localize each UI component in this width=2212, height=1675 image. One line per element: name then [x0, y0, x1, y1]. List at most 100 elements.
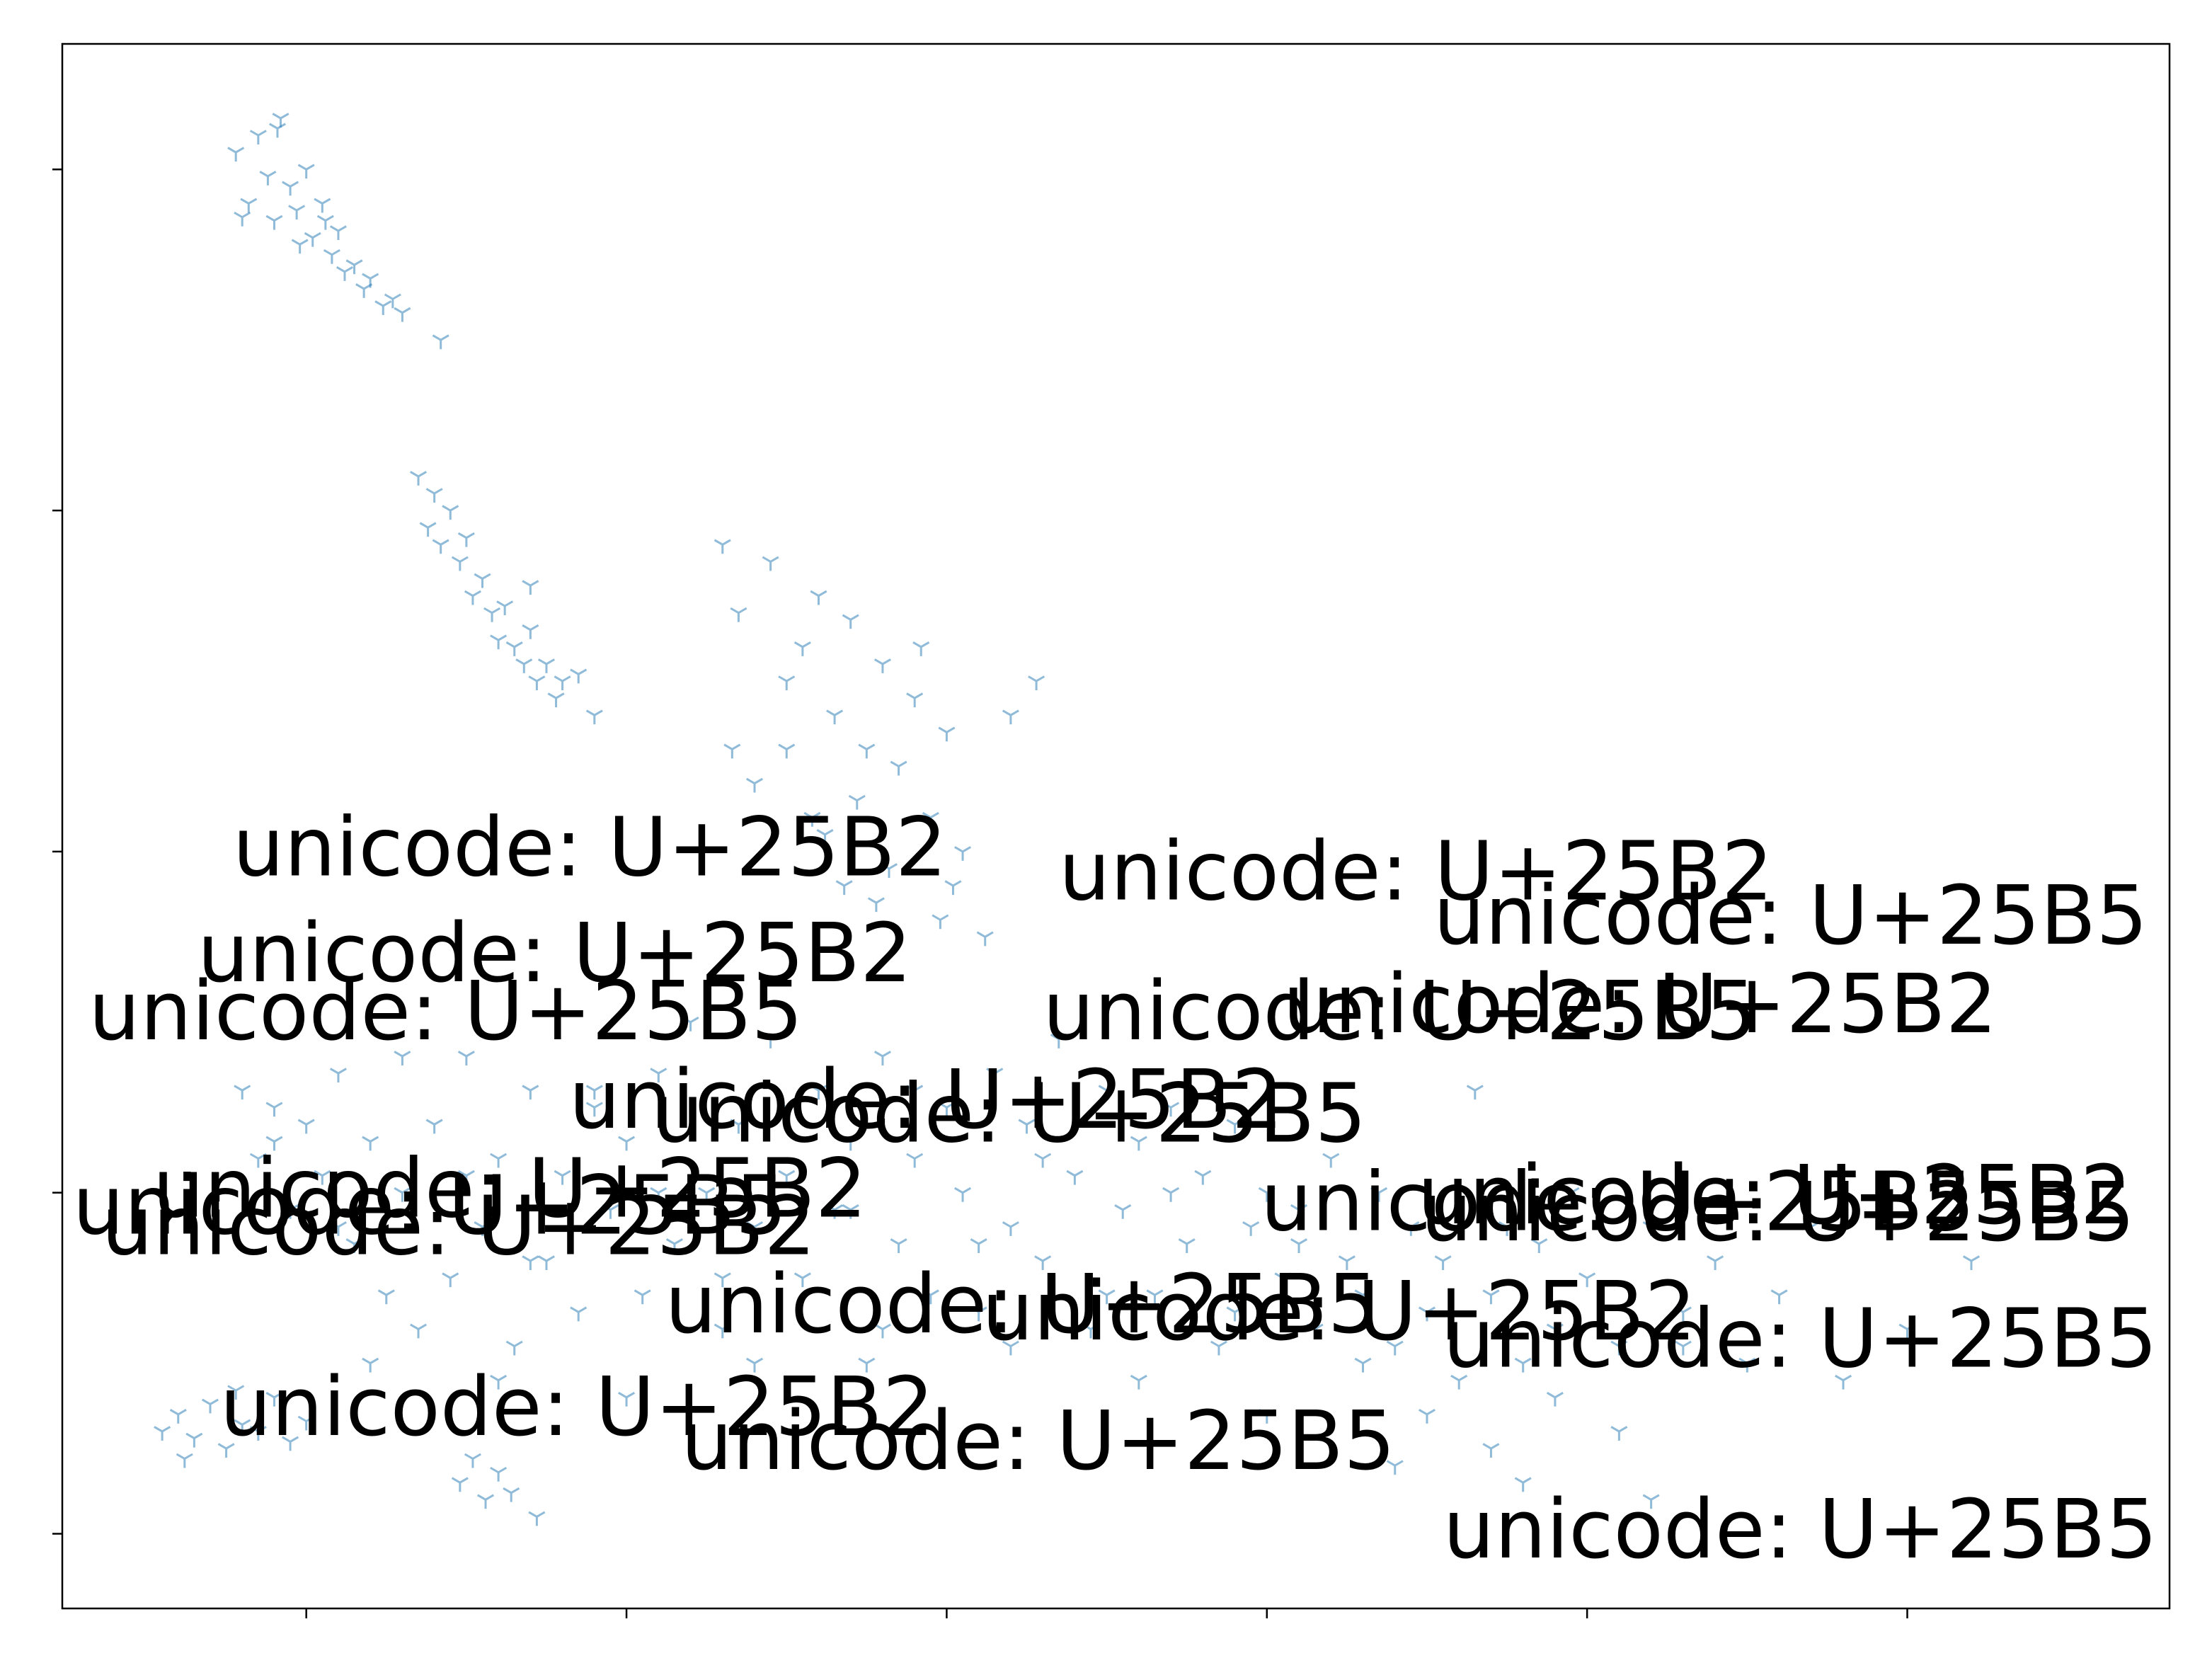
point: [793, 1272, 811, 1288]
point: [265, 1102, 283, 1117]
point: [816, 829, 834, 844]
point: [1114, 1204, 1132, 1219]
point: [835, 880, 853, 896]
point: [1258, 1187, 1276, 1202]
annotation: unicode: U+25B2: [1059, 824, 1773, 919]
point: [394, 1051, 411, 1065]
point: [976, 931, 994, 947]
annotation: unicode: U+25B5: [88, 964, 803, 1059]
point: [490, 1153, 508, 1168]
point: [1178, 1238, 1196, 1253]
point: [265, 1391, 283, 1407]
annotation: unicode: U+25B5: [665, 1257, 1379, 1352]
point: [698, 1187, 716, 1202]
point: [1002, 1340, 1019, 1356]
point: [490, 1374, 508, 1390]
point: [1418, 1306, 1435, 1322]
point: [374, 300, 392, 316]
point: [154, 1426, 171, 1441]
point: [1146, 1289, 1164, 1305]
point: [944, 880, 962, 896]
point: [1802, 1221, 1820, 1236]
point: [288, 205, 306, 220]
ticks: [52, 168, 1908, 1618]
point: [1466, 1085, 1484, 1100]
point: [384, 293, 401, 309]
point: [618, 1136, 636, 1151]
point: [457, 1170, 475, 1185]
point: [890, 1238, 907, 1253]
annotation: unicode: U+25B5: [1421, 1165, 2135, 1260]
point: [451, 556, 469, 571]
point: [873, 1051, 891, 1065]
point: [503, 1487, 520, 1502]
point: [1370, 1187, 1388, 1202]
point: [1930, 1170, 1948, 1185]
point: [848, 794, 866, 810]
point: [1418, 1409, 1435, 1424]
point: [1130, 1374, 1147, 1390]
point: [1386, 1460, 1404, 1475]
point: [826, 1204, 844, 1219]
point: [329, 225, 347, 241]
point: [810, 1085, 827, 1100]
point: [570, 1306, 588, 1322]
point: [297, 1415, 315, 1431]
point: [778, 1170, 796, 1185]
point: [425, 1119, 443, 1134]
annotation: unicode: U+25B5: [1443, 1482, 2157, 1577]
point: [810, 590, 827, 605]
point: [714, 539, 731, 554]
point: [528, 1511, 546, 1526]
point: [762, 1034, 779, 1048]
point: [1707, 1255, 1724, 1271]
point: [234, 211, 251, 227]
annotation: unicode: U+25B5: [652, 1066, 1366, 1161]
point: [522, 580, 539, 595]
point: [650, 1068, 667, 1083]
point: [1002, 709, 1019, 725]
point: [477, 1494, 495, 1509]
point: [483, 607, 501, 622]
point: [954, 1187, 972, 1202]
point: [1258, 1409, 1276, 1424]
point: [515, 658, 533, 673]
point: [906, 692, 924, 708]
point: [842, 1136, 859, 1151]
point: [528, 675, 546, 690]
annotation: unicode: U+25B2: [220, 1360, 934, 1455]
point: [410, 471, 428, 486]
point: [217, 1443, 235, 1458]
point: [1130, 1136, 1147, 1151]
point: [442, 505, 459, 520]
point: [265, 1136, 283, 1151]
point: [336, 266, 353, 281]
point: [746, 777, 764, 793]
point: [778, 1102, 796, 1117]
point: [522, 1255, 539, 1271]
point: [314, 1170, 331, 1185]
point: [714, 1272, 731, 1288]
point: [1242, 1221, 1260, 1236]
point: [1018, 1119, 1036, 1134]
point: [1386, 1340, 1404, 1356]
point: [329, 1068, 347, 1083]
point: [1514, 1357, 1532, 1373]
annotation: unicode: U+25B2: [153, 1141, 867, 1236]
point: [803, 811, 821, 827]
point: [1642, 1494, 1660, 1509]
point: [249, 1426, 267, 1441]
point: [858, 1357, 876, 1373]
point: [1434, 1255, 1452, 1271]
point: [442, 1272, 459, 1288]
points: [154, 113, 1980, 1526]
point: [490, 1466, 508, 1482]
point: [259, 171, 277, 185]
point: [1354, 1357, 1372, 1373]
point: [938, 726, 956, 742]
point: [1674, 1306, 1692, 1322]
point: [1514, 1477, 1532, 1492]
point: [585, 1102, 603, 1117]
point: [490, 634, 508, 650]
